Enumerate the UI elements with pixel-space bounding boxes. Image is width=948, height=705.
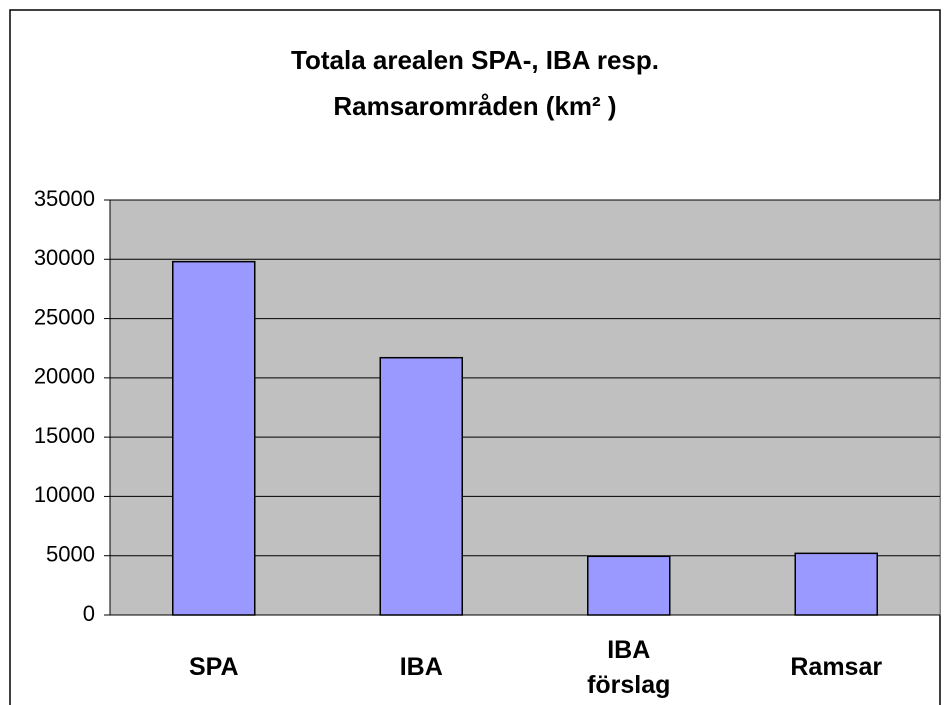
y-tick-label: 10000 xyxy=(34,482,95,507)
x-tick-label: IBA förslag xyxy=(587,635,671,699)
y-tick-label: 35000 xyxy=(34,186,95,211)
bar xyxy=(379,356,463,616)
x-tick-label: Ramsar xyxy=(790,653,883,681)
chart-title: Totala arealen SPA-, IBA resp. xyxy=(291,45,659,75)
bar xyxy=(587,555,671,616)
y-tick-label: 5000 xyxy=(46,542,95,567)
x-tick-label: IBA xyxy=(399,653,443,681)
chart-title: Ramsarområden (km² ) xyxy=(333,91,616,121)
y-tick-label: 25000 xyxy=(34,304,95,329)
y-tick-label: 0 xyxy=(83,601,95,626)
bar xyxy=(794,552,878,616)
x-tick-label: SPA xyxy=(188,653,239,681)
y-tick-label: 30000 xyxy=(34,245,95,270)
y-tick-label: 20000 xyxy=(34,364,95,389)
bar xyxy=(172,260,256,616)
y-tick-label: 15000 xyxy=(34,423,95,448)
